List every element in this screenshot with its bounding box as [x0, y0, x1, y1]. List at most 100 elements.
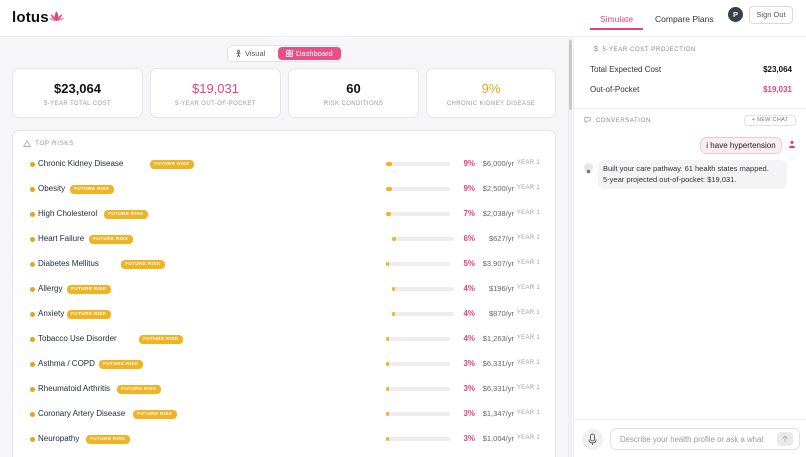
future-risk-badge: FUTURE RISK: [67, 285, 111, 294]
risk-name: Tobacco Use Disorder: [38, 334, 117, 343]
tab-simulate[interactable]: Simulate: [600, 14, 634, 24]
risk-row[interactable]: High Cholesterol FUTURE RISK 7% $2,038/yr YE…: [13, 207, 557, 223]
risk-name: Coronary Artery Disease: [38, 409, 126, 418]
risk-year: YEAR 1: [516, 360, 540, 366]
risk-year: YEAR 1: [516, 235, 540, 241]
stat-value: $19,031: [192, 81, 239, 96]
conversation-title: CONVERSATION: [596, 118, 651, 124]
microphone-icon: [588, 433, 597, 445]
risk-progress-fill: [386, 437, 389, 441]
top-bar: lotus Simulate Compare Plans P Sign Out: [0, 0, 806, 37]
stat-label: 5-YEAR OUT-OF-POCKET: [175, 101, 256, 107]
oop-value: $19,031: [763, 85, 792, 94]
risk-percent: 4%: [463, 284, 475, 293]
risk-cost: $196/yr: [488, 284, 514, 293]
risk-year: YEAR 1: [516, 435, 540, 441]
risk-progress-fill: [386, 187, 392, 191]
risk-percent: 6%: [463, 234, 475, 243]
risk-name: Neuropathy: [38, 434, 80, 443]
risk-indicator-dot: [30, 187, 35, 192]
risk-progress-bar: [386, 162, 450, 166]
stat-card-risk-conditions: 60 RISK CONDITIONS: [288, 68, 419, 118]
app-logo[interactable]: lotus: [12, 9, 49, 26]
risk-progress-bar: [386, 187, 450, 191]
send-button[interactable]: [777, 432, 793, 446]
bot-icon: [586, 169, 591, 174]
risk-cost: $6,331/yr: [482, 359, 514, 368]
top-risks-heading: TOP RISKS: [22, 139, 74, 147]
risk-indicator-dot: [30, 262, 35, 267]
risk-name: Diabetes Mellitus: [38, 259, 99, 268]
risk-row[interactable]: Tobacco Use Disorder FUTURE RISK 4% $1,263/…: [13, 332, 557, 348]
risk-name: High Cholesterol: [38, 209, 98, 218]
risk-year: YEAR 1: [516, 310, 540, 316]
risk-name: Rheumatoid Arthritis: [38, 384, 111, 393]
risk-indicator-dot: [30, 437, 35, 442]
risk-row[interactable]: Asthma / COPD FUTURE RISK 3% $6,331/yr YEAR …: [13, 357, 557, 373]
risk-row[interactable]: Obesity FUTURE RISK 9% $2,500/yr YEAR 1: [13, 182, 557, 198]
assistant-message-line: 5-year projected out-of-pocket: $19,031.: [603, 175, 737, 184]
scrollbar-track[interactable]: [568, 38, 572, 457]
risk-row[interactable]: Coronary Artery Disease FUTURE RISK 3% $1,3…: [13, 407, 557, 423]
stat-value: $23,064: [54, 81, 101, 96]
risk-year: YEAR 1: [516, 285, 540, 291]
new-chat-button[interactable]: + NEW CHAT: [744, 115, 796, 126]
stat-card-out-of-pocket: $19,031 5-YEAR OUT-OF-POCKET: [150, 68, 281, 118]
oop-label: Out-of-Pocket: [590, 85, 640, 94]
risk-progress-bar: [386, 437, 450, 441]
risk-year: YEAR 1: [516, 160, 540, 166]
total-cost-value: $23,064: [763, 65, 792, 74]
risk-row[interactable]: Anxiety FUTURE RISK 4% $870/yr YEAR 1: [13, 307, 557, 323]
risk-percent: 9%: [463, 159, 475, 168]
risk-row[interactable]: Allergy FUTURE RISK 4% $196/yr YEAR 1: [13, 282, 557, 298]
risk-percent: 4%: [463, 309, 475, 318]
risk-row[interactable]: Diabetes Mellitus FUTURE RISK 5% $3,907/yr Y…: [13, 257, 557, 273]
stat-label: RISK CONDITIONS: [323, 101, 384, 107]
user-icon: [788, 140, 796, 148]
warning-icon: [22, 139, 32, 147]
risk-percent: 3%: [463, 359, 475, 368]
future-risk-badge: FUTURE RISK: [117, 385, 161, 394]
risk-year: YEAR 1: [516, 260, 540, 266]
chat-input[interactable]: [610, 428, 800, 450]
risk-year: YEAR 1: [516, 185, 540, 191]
visual-toggle-button[interactable]: Visual: [235, 49, 265, 58]
sign-out-button[interactable]: Sign Out: [749, 6, 793, 24]
stat-value: 60: [346, 81, 361, 96]
risk-row[interactable]: Chronic Kidney Disease FUTURE RISK 9% $6,00…: [13, 157, 557, 173]
top-risks-card: TOP RISKS Chronic Kidney Disease FUTURE R…: [12, 130, 556, 457]
avatar[interactable]: P: [728, 7, 743, 22]
active-tab-indicator: [590, 28, 643, 30]
stat-value: 9%: [481, 81, 501, 96]
future-risk-badge: FUTURE RISK: [121, 260, 165, 269]
risk-progress-fill: [392, 287, 395, 291]
future-risk-badge: FUTURE RISK: [89, 235, 133, 244]
risk-cost: $1,004/yr: [482, 434, 514, 443]
risk-progress-bar: [392, 312, 454, 316]
future-risk-badge: FUTURE RISK: [104, 210, 148, 219]
risk-cost: $2,500/yr: [482, 184, 514, 193]
tab-compare-plans[interactable]: Compare Plans: [655, 14, 714, 24]
risk-row[interactable]: Rheumatoid Arthritis FUTURE RISK 3% $6,331/…: [13, 382, 557, 398]
chat-input-bar: [574, 419, 806, 457]
lotus-icon: [49, 11, 64, 21]
risk-name: Chronic Kidney Disease: [38, 159, 124, 168]
risk-cost: $870/yr: [488, 309, 514, 318]
visual-label: Visual: [245, 49, 266, 58]
scrollbar-thumb[interactable]: [569, 40, 572, 110]
risk-percent: 4%: [463, 334, 475, 343]
risk-percent: 7%: [463, 209, 475, 218]
total-cost-label: Total Expected Cost: [590, 65, 662, 74]
risk-row[interactable]: Heart Failure FUTURE RISK 6% $627/yr YEAR 1: [13, 232, 557, 248]
risk-indicator-dot: [30, 162, 35, 167]
stat-card-total-cost: $23,064 5-YEAR TOTAL COST: [12, 68, 143, 118]
dashboard-toggle-button[interactable]: Dashboard: [278, 47, 341, 60]
risk-indicator-dot: [30, 387, 35, 392]
risk-progress-bar: [386, 212, 450, 216]
risk-row[interactable]: Neuropathy FUTURE RISK 3% $1,004/yr YEAR 1: [13, 432, 557, 448]
grid-icon: [286, 50, 293, 57]
risk-cost: $2,038/yr: [482, 209, 514, 218]
risk-name: Asthma / COPD: [38, 359, 95, 368]
future-risk-badge: FUTURE RISK: [67, 310, 111, 319]
microphone-button[interactable]: [582, 429, 603, 450]
